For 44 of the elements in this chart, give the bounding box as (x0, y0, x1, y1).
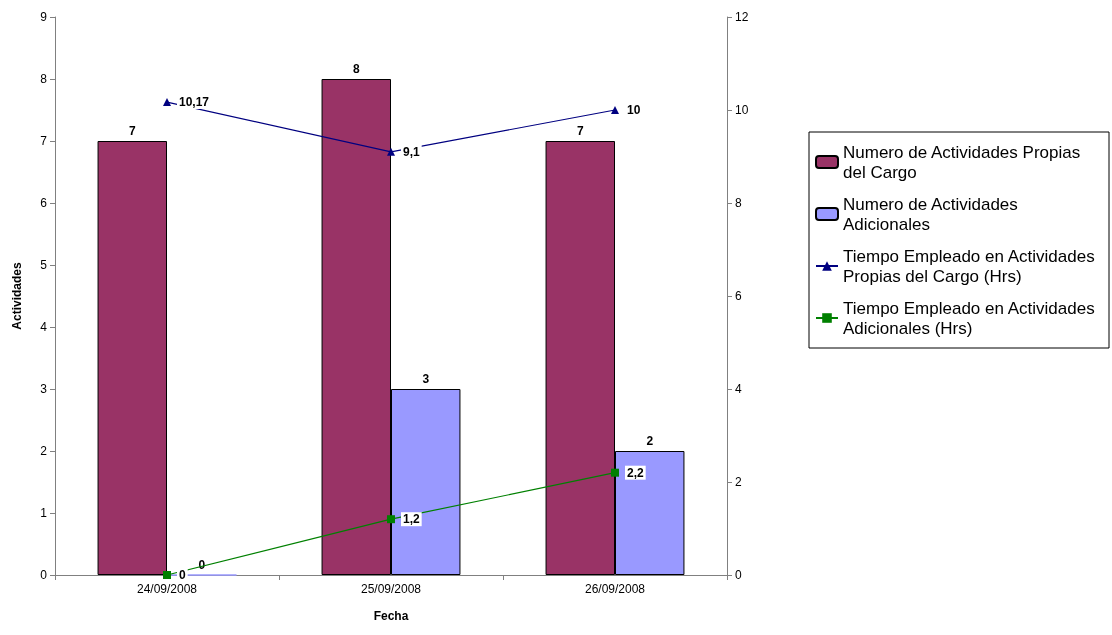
x-tick-label: 24/09/2008 (136, 582, 198, 596)
y2-tick-label: 0 (735, 568, 742, 582)
data-label: 0 (179, 568, 186, 582)
x-tick-label: 26/09/2008 (584, 582, 646, 596)
y2-tick-label: 2 (735, 475, 742, 489)
y-tick-label: 1 (40, 506, 48, 520)
data-label: 7 (128, 124, 136, 138)
legend-label: Tiempo Empleado en Actividades Adicionales (Hrs) (843, 298, 1100, 338)
y-tick-label: 5 (40, 258, 48, 272)
data-label: 10 (627, 103, 641, 117)
y-tick-label: 0 (40, 568, 48, 582)
point (387, 147, 395, 156)
y-axis-title: Actividades (10, 261, 24, 330)
legend-label: Numero de Actividades Propias del Cargo (843, 142, 1085, 182)
point (611, 468, 619, 477)
data-label: 7 (576, 124, 584, 138)
y2-tick-label: 12 (735, 10, 749, 24)
data-label: 2,2 (627, 465, 645, 480)
data-label: 10,17 (179, 95, 210, 110)
data-label: 3 (422, 372, 430, 386)
point (163, 571, 171, 579)
data-label: 2 (646, 434, 654, 448)
y-tick-label: 3 (40, 382, 48, 396)
point (611, 106, 619, 114)
y2-tick-label: 10 (735, 103, 749, 117)
legend-label: Tiempo Empleado en Actividades Propias del Cargo (Hrs) (843, 246, 1100, 286)
y-tick-label: 7 (40, 134, 48, 148)
y2-tick-label: 4 (735, 382, 742, 396)
legend-label: Numero de Actividades Adicionales (843, 194, 1023, 234)
data-label: 9,1 (403, 144, 421, 159)
y-tick-label: 6 (40, 196, 48, 210)
point (163, 98, 171, 107)
point (387, 515, 395, 524)
y-tick-label: 8 (40, 72, 48, 86)
data-label: 1,2 (403, 512, 421, 527)
y2-tick-label: 8 (735, 196, 742, 210)
bar (97, 141, 167, 575)
y-tick-label: 9 (40, 10, 48, 24)
x-tick-label: 25/09/2008 (360, 582, 422, 596)
x-axis-title: Fecha (373, 609, 409, 623)
y2-tick-label: 6 (735, 289, 742, 303)
y-tick-label: 4 (40, 320, 48, 334)
data-label: 8 (352, 62, 360, 76)
y-tick-label: 2 (40, 444, 48, 458)
